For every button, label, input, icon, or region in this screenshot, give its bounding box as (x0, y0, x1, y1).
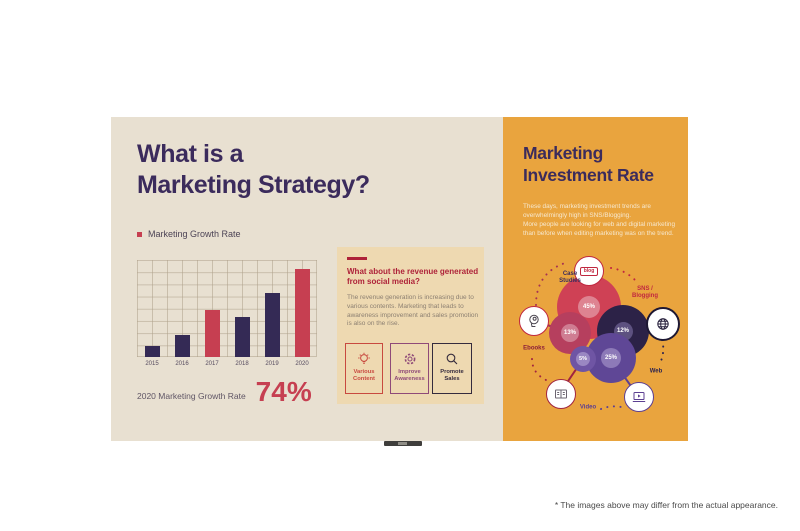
growth-stat: 2020 Marketing Growth Rate 74% (137, 376, 312, 407)
slide-title: What is a Marketing Strategy? (137, 140, 370, 199)
bubble-value: 5% (576, 352, 590, 366)
label-case-studies: Case Studies (559, 271, 581, 284)
bar-2015 (144, 346, 160, 357)
bar-chart-bars: 2015 2016 2017 2018 2019 2020 (137, 260, 317, 367)
bar-2017 (204, 309, 220, 357)
bar-chart: 2015 2016 2017 2018 2019 2020 (137, 260, 317, 367)
card-box-label: Improve Awareness (394, 369, 425, 382)
chart-legend: Marketing Growth Rate (137, 229, 241, 239)
bar-slot: 2018 (227, 260, 257, 367)
card-box-improve-awareness: Improve Awareness (390, 343, 429, 394)
card-box-various-content: Various Content (345, 343, 383, 394)
bubble-value: 25% (601, 348, 621, 368)
growth-stat-label: 2020 Marketing Growth Rate (137, 391, 246, 401)
bubble-ebooks: 5% (570, 346, 596, 372)
bar-year-label: 2020 (295, 361, 309, 367)
blog-badge: blog (580, 266, 598, 276)
tv-stand (384, 441, 422, 446)
card-heading: What about the revenue generated from so… (347, 267, 479, 286)
bar-2018 (234, 316, 250, 357)
idea-head-icon (519, 306, 549, 336)
bar-year-label: 2019 (265, 361, 279, 367)
brand-mark (398, 442, 407, 445)
video-player-icon (624, 382, 654, 412)
bubble-value: 13% (561, 324, 579, 342)
magnifier-icon (445, 351, 459, 366)
bar-slot: 2017 (197, 260, 227, 367)
panel-title: Marketing Investment Rate (523, 143, 654, 185)
lightbulb-icon (357, 351, 371, 366)
label-sns-blogging: SNS / Blogging (632, 286, 658, 299)
bar-year-label: 2018 (235, 361, 249, 367)
bar-year-label: 2017 (205, 361, 219, 367)
ebook-icon (546, 379, 576, 409)
bar-year-label: 2016 (175, 361, 189, 367)
tv-screen: What is a Marketing Strategy? Marketing … (111, 117, 688, 441)
legend-swatch (137, 231, 142, 237)
bar-slot: 2019 (257, 260, 287, 367)
legend-label: Marketing Growth Rate (148, 229, 241, 239)
bar-slot: 2015 (137, 260, 167, 367)
growth-stat-value: 74% (255, 376, 312, 407)
globe-icon (646, 307, 680, 341)
bubble-value: 45% (578, 296, 600, 318)
card-body-text: The revenue generation is increasing due… (347, 294, 479, 328)
card-box-label: Various Content (353, 369, 375, 382)
label-web: Web (649, 368, 663, 375)
bar-2020 (294, 269, 310, 357)
revenue-card: What about the revenue generated from so… (337, 247, 484, 404)
blog-icon: blog (574, 256, 604, 286)
bar-slot: 2016 (167, 260, 197, 367)
card-box-label: Promote Sales (440, 369, 464, 382)
panel-body-text: These days, marketing investment trends … (523, 203, 676, 237)
card-box-promote-sales: Promote Sales (432, 343, 472, 394)
bar-2019 (264, 293, 280, 357)
gear-icon (403, 351, 417, 366)
card-accent-dash (347, 257, 367, 260)
bar-slot: 2020 (287, 260, 317, 367)
bubble-chart: 45% 12% 13% 25% 5% blog (503, 247, 688, 441)
investment-panel: Marketing Investment Rate These days, ma… (503, 117, 688, 441)
label-ebooks: Ebooks (523, 345, 545, 352)
bar-year-label: 2015 (145, 361, 159, 367)
label-video: Video (579, 404, 597, 411)
bar-2016 (174, 334, 190, 357)
disclaimer-caption: * The images above may differ from the a… (554, 500, 778, 510)
